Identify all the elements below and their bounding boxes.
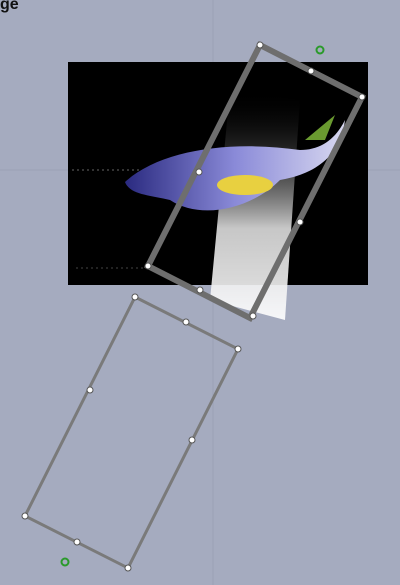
flower-center [217,175,273,195]
handle[interactable] [307,67,315,75]
handle[interactable] [124,564,132,572]
handle[interactable] [21,512,29,520]
handle[interactable] [234,345,242,353]
handle[interactable] [196,286,204,294]
handle[interactable] [188,436,196,444]
handle[interactable] [131,293,139,301]
handle[interactable] [73,538,81,546]
rotate-handle[interactable] [315,45,325,55]
handle[interactable] [256,41,264,49]
panel-label: ge [0,0,19,13]
flower [125,120,345,211]
handle[interactable] [86,386,94,394]
handle[interactable] [182,318,190,326]
crop-frame [143,40,367,323]
handle[interactable] [358,93,366,101]
handle[interactable] [249,312,257,320]
transform-frame [22,294,241,571]
leaf [305,115,335,140]
handle[interactable] [144,262,152,270]
handle[interactable] [296,218,304,226]
handles [21,41,366,572]
handle[interactable] [195,168,203,176]
rotate-handle[interactable] [60,557,70,567]
